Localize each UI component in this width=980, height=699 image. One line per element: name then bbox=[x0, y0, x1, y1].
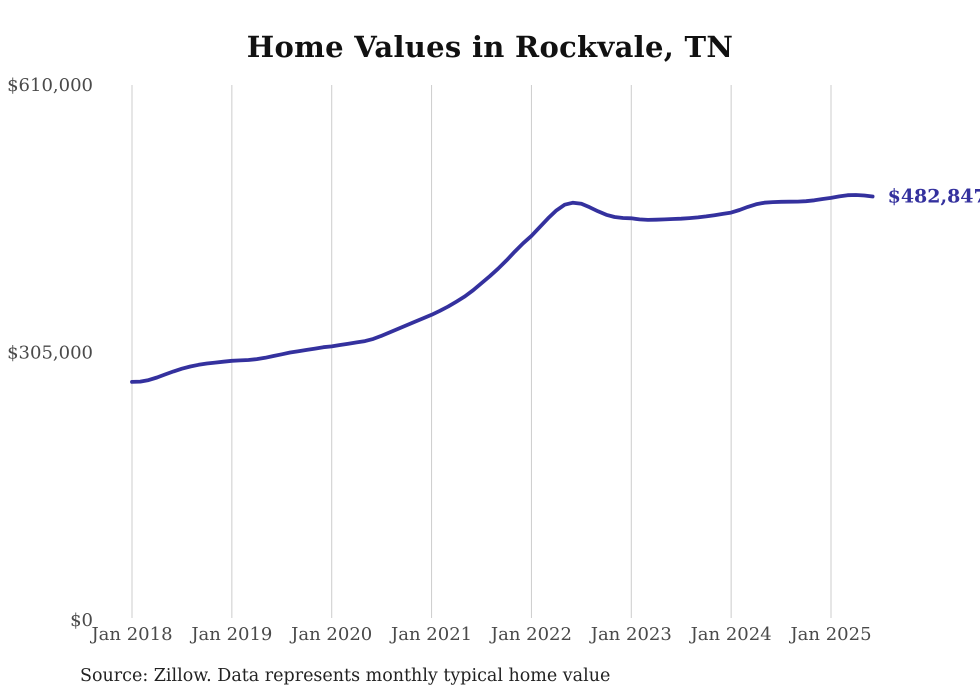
value-line bbox=[130, 193, 875, 384]
x-tick-label: Jan 2021 bbox=[389, 624, 472, 645]
x-tick-label: Jan 2024 bbox=[689, 624, 772, 645]
end-value-label: $482,847 bbox=[888, 186, 980, 208]
x-tick-label: Jan 2022 bbox=[489, 624, 572, 645]
y-tick-label: $0 bbox=[70, 610, 93, 631]
x-tick-label: Jan 2020 bbox=[289, 624, 372, 645]
x-tick-label: Jan 2018 bbox=[89, 624, 172, 645]
x-tick-label: Jan 2025 bbox=[788, 624, 871, 645]
chart-title: Home Values in Rockvale, TN bbox=[246, 30, 734, 64]
source-note: Source: Zillow. Data represents monthly … bbox=[80, 666, 611, 686]
x-tick-label: Jan 2023 bbox=[589, 624, 672, 645]
y-tick-label: $610,000 bbox=[7, 75, 93, 96]
y-tick-label: $305,000 bbox=[7, 343, 93, 364]
x-tick-label: Jan 2019 bbox=[189, 624, 272, 645]
